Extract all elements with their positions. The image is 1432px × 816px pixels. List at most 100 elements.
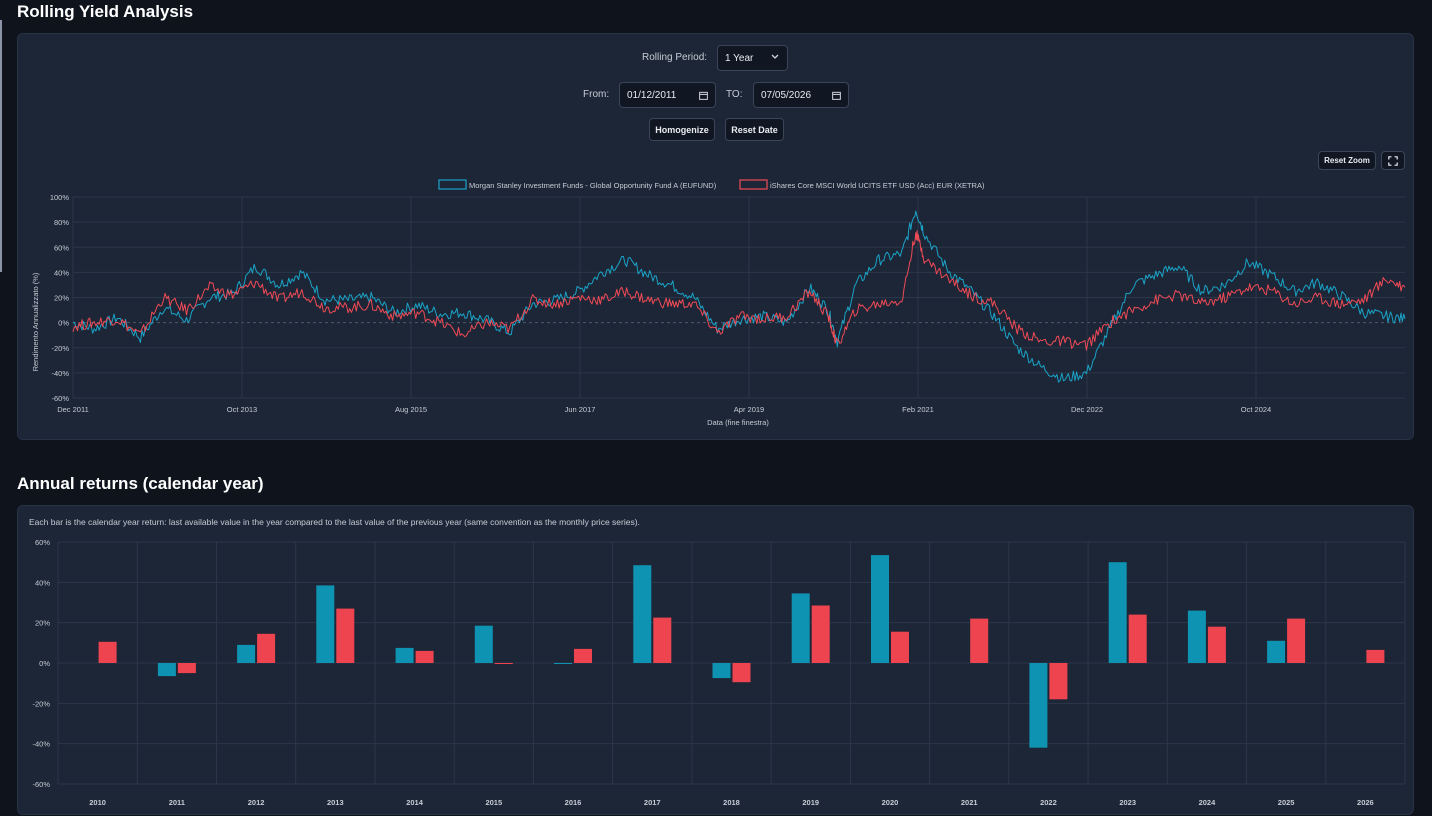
y-tick-label: 60% [35,538,50,547]
calendar-icon[interactable] [832,91,841,100]
series-line-fund [72,210,1406,383]
annual-panel: Each bar is the calendar year return: la… [17,505,1414,815]
x-tick-label: 2023 [1119,798,1136,807]
fullscreen-icon [1388,155,1398,166]
fullscreen-button[interactable] [1381,151,1405,170]
bar-etf[interactable] [415,650,434,663]
series-line-etf [72,230,1406,351]
y-tick-label: 100% [50,193,70,202]
bar-fund[interactable] [474,625,493,663]
x-tick-label: 2016 [565,798,582,807]
x-tick-label: Oct 2024 [1241,405,1271,414]
y-tick-label: 80% [54,218,69,227]
x-tick-label: 2017 [644,798,661,807]
x-tick-label: 2018 [723,798,740,807]
y-tick-label: -40% [32,740,50,749]
bar-fund[interactable] [712,663,731,679]
bar-fund[interactable] [1267,640,1286,663]
rolling-period-label: Rolling Period: [642,52,708,63]
y-tick-label: 0% [39,659,50,668]
reset-zoom-button[interactable]: Reset Zoom [1318,151,1376,170]
annual-returns-chart[interactable]: 60% 40% 20% 0% -20% -40% -60% 2010 2011 2012 2013… [18,534,1413,816]
x-tick-label: 2025 [1278,798,1295,807]
x-tick-label: 2019 [802,798,819,807]
reset-date-button[interactable]: Reset Date [725,118,784,141]
bar-fund[interactable] [237,644,256,663]
legend-label-fund: Morgan Stanley Investment Funds - Global… [469,181,717,190]
x-tick-label: 2022 [1040,798,1057,807]
x-tick-label: 2026 [1357,798,1374,807]
to-date-input[interactable]: 07/05/2026 [753,82,849,108]
x-axis-title: Data (fine finestra) [707,418,769,427]
from-date-input[interactable]: 01/12/2011 [619,82,716,108]
rolling-period-select[interactable]: 1 Year [717,45,788,71]
x-tick-label: Dec 2022 [1071,405,1103,414]
rolling-panel: Rolling Period: 1 Year From: 01/12/2011 … [17,33,1414,440]
x-tick-label: Apr 2019 [734,405,764,414]
bar-etf[interactable] [891,631,909,663]
y-tick-label: -60% [51,394,69,403]
legend-swatch-fund [438,179,467,190]
bar-fund[interactable] [395,647,414,663]
x-tick-label: 2010 [89,798,106,807]
bar-etf[interactable] [1366,649,1385,663]
y-tick-label: -20% [51,344,69,353]
y-tick-label: 20% [35,619,50,628]
bar-etf[interactable] [811,605,830,664]
to-label: TO: [726,89,743,100]
x-tick-label: 2012 [248,798,265,807]
legend-swatch-etf [739,179,768,190]
x-tick-label: 2020 [882,798,899,807]
x-tick-label: 2015 [485,798,502,807]
rolling-section-title: Rolling Yield Analysis [17,2,194,21]
bar-fund[interactable] [1029,663,1048,748]
x-tick-label: Dec 2011 [57,405,89,414]
to-date-value: 07/05/2026 [761,89,812,101]
annual-section-title: Annual returns (calendar year) [17,474,264,493]
y-tick-label: -20% [32,699,50,708]
bar-etf[interactable] [1207,626,1226,663]
bar-etf[interactable] [494,663,513,664]
bar-etf[interactable] [336,608,355,663]
bar-fund[interactable] [554,663,572,664]
bar-etf[interactable] [653,617,672,663]
rolling-yield-chart[interactable]: Morgan Stanley Investment Funds - Global… [18,174,1413,436]
y-axis-title: Rendimento Annualizzato (%) [31,272,40,371]
bar-etf[interactable] [177,663,196,674]
x-tick-label: 2021 [961,798,978,807]
bar-fund[interactable] [157,663,176,677]
bar-etf[interactable] [1128,614,1147,663]
x-tick-label: 2024 [1199,798,1217,807]
x-tick-label: 2013 [327,798,344,807]
bar-etf[interactable] [257,633,276,663]
bar-fund[interactable] [1187,610,1206,663]
legend-label-etf: iShares Core MSCI World UCITS ETF USD (A… [770,181,985,190]
bar-fund[interactable] [633,565,652,663]
bar-etf[interactable] [732,663,751,683]
from-date-value: 01/12/2011 [627,89,677,101]
bar-etf[interactable] [970,618,989,663]
window-edge [0,20,2,272]
bar-etf[interactable] [1287,618,1306,663]
chevron-down-icon [771,54,779,59]
y-tick-label: 0% [58,319,69,328]
bar-fund[interactable] [1108,562,1127,663]
homogenize-button[interactable]: Homogenize [649,118,715,141]
y-tick-label: 40% [35,578,50,587]
bar-fund[interactable] [791,593,810,663]
y-tick-label: 40% [54,268,69,277]
x-tick-label: 2011 [169,798,185,807]
calendar-icon[interactable] [699,91,708,100]
bar-etf[interactable] [1049,663,1068,700]
x-tick-label: Jun 2017 [565,405,596,414]
bar-etf[interactable] [574,648,592,663]
x-tick-label: Feb 2021 [902,405,934,414]
bar-fund[interactable] [316,585,335,663]
x-tick-label: 2014 [406,798,424,807]
annual-note: Each bar is the calendar year return: la… [29,517,640,527]
y-tick-label: 20% [54,294,69,303]
bar-fund[interactable] [871,555,889,663]
y-tick-label: -40% [51,369,69,378]
x-tick-label: Oct 2013 [227,405,257,414]
bar-etf[interactable] [98,641,117,663]
